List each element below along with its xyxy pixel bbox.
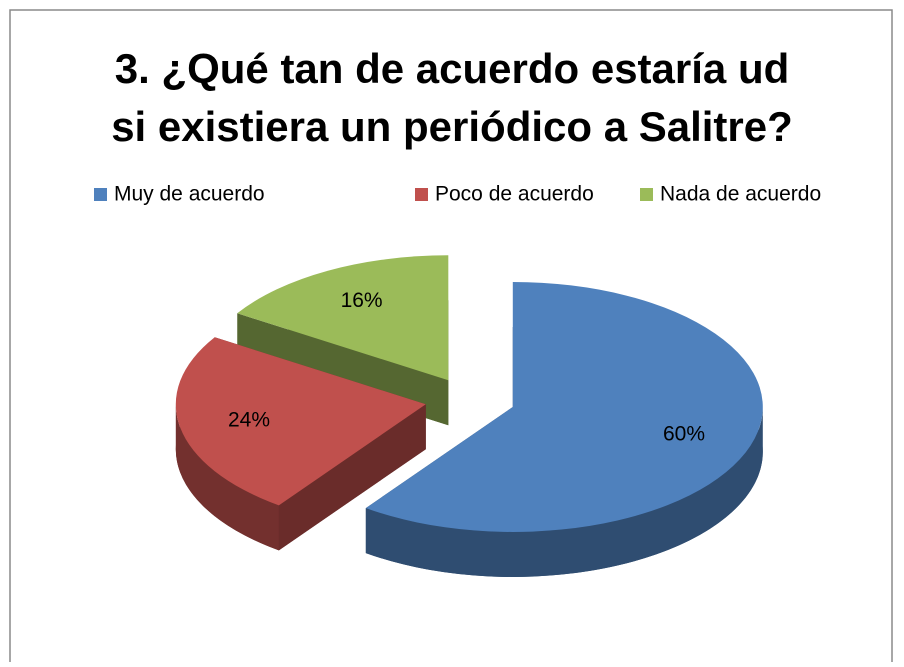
legend-label: Poco de acuerdo <box>435 183 594 206</box>
chart-title: 3. ¿Qué tan de acuerdo estaría ud <box>115 45 790 92</box>
legend-swatch <box>415 188 428 201</box>
legend-swatch <box>94 188 107 201</box>
legend-swatch <box>640 188 653 201</box>
data-label: 24% <box>228 409 270 432</box>
slice <box>365 281 763 532</box>
data-label: 60% <box>663 422 705 445</box>
data-label: 16% <box>341 289 383 312</box>
slice-side <box>278 404 426 551</box>
slice <box>237 255 449 381</box>
chart-title: si existiera un periódico a Salitre? <box>111 103 793 150</box>
slice-wall <box>175 404 279 551</box>
legend-label: Muy de acuerdo <box>114 183 265 206</box>
slice-wall <box>365 406 763 577</box>
slice <box>175 337 426 506</box>
legend-label: Nada de acuerdo <box>660 183 821 206</box>
